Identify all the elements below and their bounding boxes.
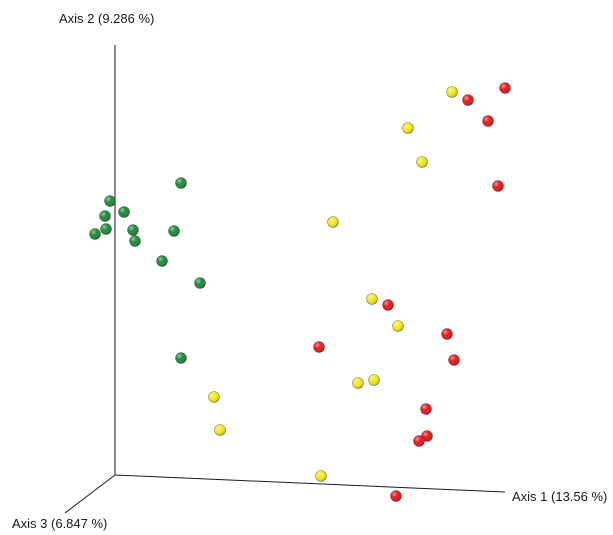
data-point	[366, 293, 378, 305]
axis-2-label: Axis 2 (9.286 %)	[59, 11, 154, 26]
data-point	[492, 180, 504, 192]
data-point	[420, 403, 432, 415]
data-point	[175, 177, 187, 189]
data-point	[392, 320, 404, 332]
axis-1-line	[114, 474, 506, 493]
axis-1-label: Axis 1 (13.56 %)	[512, 489, 607, 504]
data-point	[390, 490, 402, 502]
data-point	[352, 377, 364, 389]
data-point	[482, 115, 494, 127]
data-point	[127, 224, 139, 236]
data-point	[89, 228, 101, 240]
data-point	[208, 391, 220, 403]
data-point	[104, 195, 116, 207]
data-point	[462, 94, 474, 106]
data-point	[214, 424, 226, 436]
data-point	[175, 352, 187, 364]
data-point	[156, 255, 168, 267]
data-point	[118, 206, 130, 218]
data-point	[194, 277, 206, 289]
data-point	[368, 374, 380, 386]
data-point	[413, 435, 425, 447]
axis-3-label: Axis 3 (6.847 %)	[12, 516, 107, 531]
data-point	[315, 470, 327, 482]
data-point	[416, 156, 428, 168]
data-point	[129, 235, 141, 247]
data-point	[100, 223, 112, 235]
data-point	[448, 354, 460, 366]
data-point	[382, 299, 394, 311]
data-point	[99, 210, 111, 222]
data-point	[402, 122, 414, 134]
data-point	[313, 341, 325, 353]
axis-3-line	[64, 474, 116, 514]
data-point	[327, 216, 339, 228]
data-points	[89, 82, 511, 502]
data-point	[446, 86, 458, 98]
data-point	[499, 82, 511, 94]
data-point	[168, 225, 180, 237]
data-point	[441, 328, 453, 340]
